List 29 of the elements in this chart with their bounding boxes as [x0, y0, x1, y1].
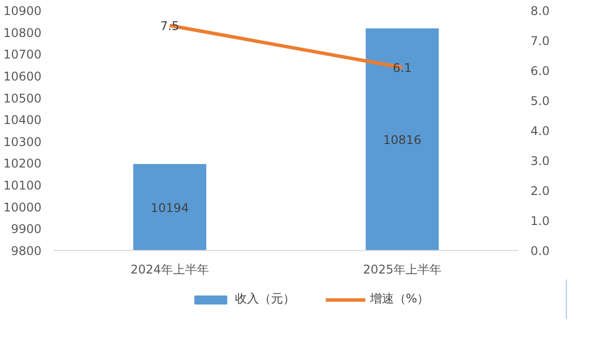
- y2-tick-label: 1.0: [530, 214, 550, 228]
- data-label: 7.5: [160, 19, 180, 33]
- y-tick-label: 10000: [3, 200, 42, 214]
- x-tick-label: 2024年上半年: [130, 262, 210, 276]
- legend-label: 收入（元）: [234, 290, 295, 308]
- y-tick-label: 10400: [3, 113, 42, 128]
- data-label: 10816: [383, 133, 422, 148]
- y2-tick-label: 5.0: [530, 94, 550, 108]
- y-tick-label: 10900: [3, 4, 42, 18]
- y-tick-label: 9800: [10, 244, 42, 258]
- y-tick-label: 10600: [3, 69, 42, 84]
- y2-tick-label: 3.0: [530, 154, 550, 168]
- y2-tick-label: 6.0: [530, 64, 550, 78]
- y-tick-label: 10300: [3, 134, 42, 149]
- y-tick-label: 10100: [3, 178, 42, 193]
- y2-tick-label: 8.0: [530, 4, 550, 18]
- y-tick-label: 9900: [10, 222, 42, 236]
- y2-tick-label: 0.0: [530, 244, 550, 258]
- y-tick-label: 10700: [3, 48, 42, 62]
- y-tick-label: 10800: [3, 26, 42, 40]
- data-label: 10194: [150, 201, 189, 216]
- y2-tick-label: 7.0: [530, 34, 550, 48]
- data-label: 6.1: [392, 61, 412, 75]
- y-tick-label: 10200: [3, 156, 42, 171]
- y-tick-label: 10500: [3, 91, 42, 106]
- legend-label: 增速（%）: [370, 290, 430, 308]
- y2-tick-label: 4.0: [530, 124, 550, 138]
- y2-tick-label: 2.0: [530, 184, 550, 198]
- x-tick-label: 2025年上半年: [362, 262, 442, 276]
